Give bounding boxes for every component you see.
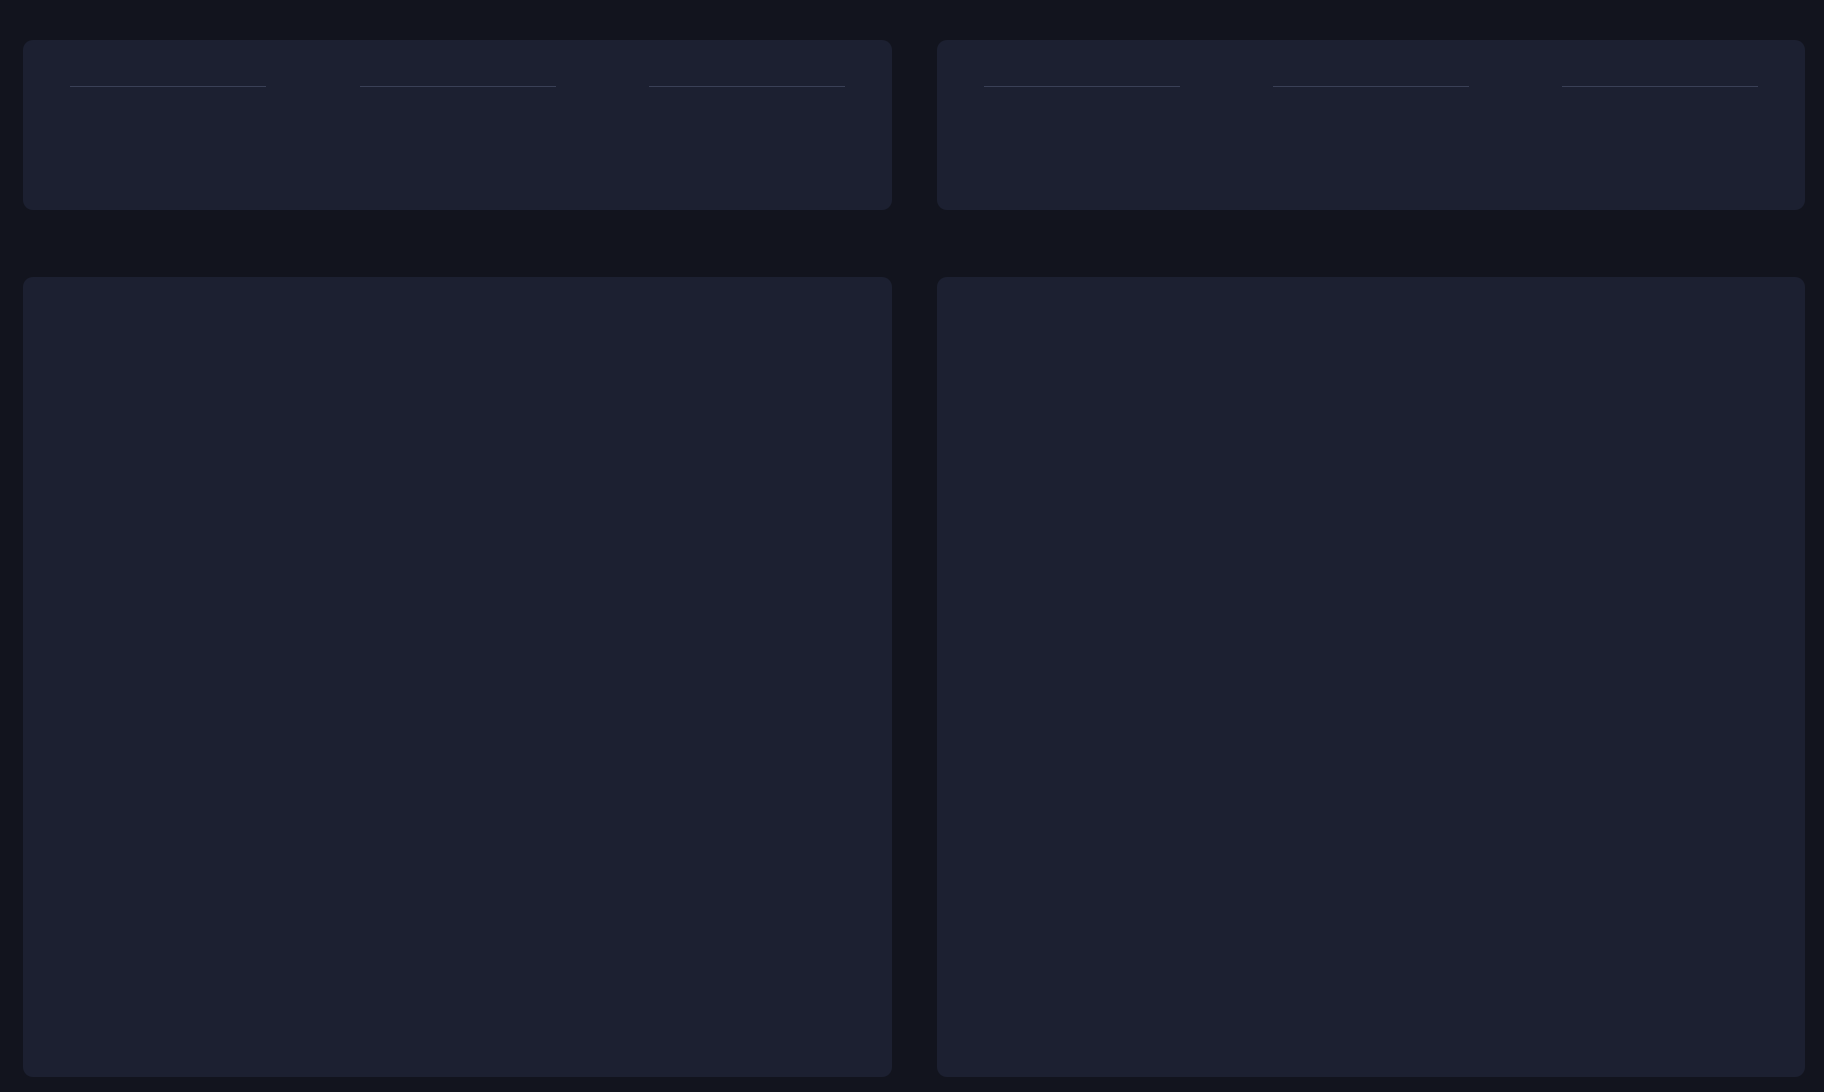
substat-clearnet-capacity [23,305,313,315]
history-charts [937,277,1805,1077]
network-stats-header [23,6,892,36]
stat-divider [983,86,1180,87]
substat-tor-capacity [313,305,603,315]
stat-nodes [313,40,603,210]
network-stats-card [23,40,892,210]
stat-divider [649,86,846,87]
stat-divider [69,86,266,87]
isp-donut-chart [23,277,892,1077]
stat-avg-capacity [937,40,1226,210]
stat-divider [1562,86,1759,87]
stat-divider [359,86,556,87]
average-median-toggle[interactable] [1795,9,1805,29]
lightning-history-card [937,277,1805,1077]
substat-unknown-capacity [602,305,892,315]
stat-channels [602,40,892,210]
channel-stats-header [937,6,1805,36]
channel-stats-card [937,40,1805,210]
isp-capacity-card [23,277,892,1077]
stat-avg-fee-rate [1226,40,1515,210]
stat-divider [1272,86,1469,87]
stat-capacity [23,40,313,210]
stat-avg-base-fee [1516,40,1805,210]
